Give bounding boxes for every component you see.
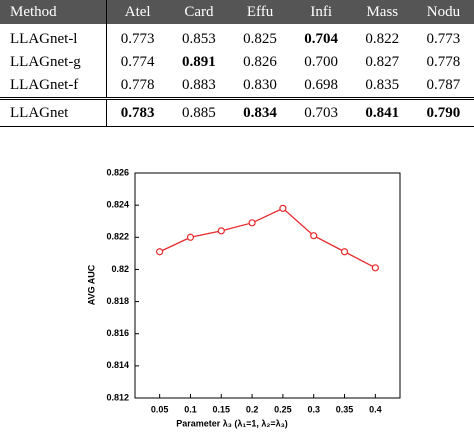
y-axis-label: AVG AUC <box>86 264 96 305</box>
plot-frame <box>134 172 401 399</box>
cell: 0.774 <box>120 54 155 70</box>
header-cell: Infi <box>290 0 352 24</box>
cell: 0.830 <box>243 77 277 93</box>
cell: LLAGnet-g <box>0 51 107 74</box>
cell: 0.773 <box>426 31 461 47</box>
results-table: Method Atel Card Effu Infi Mass Nodu LLA… <box>0 0 474 127</box>
cell: LLAGnet-f <box>0 74 107 99</box>
header-cell: Effu <box>229 0 291 24</box>
x-tick-label: 0.3 <box>307 404 320 414</box>
line <box>159 207 376 269</box>
x-tick-label: 0.05 <box>151 404 169 414</box>
x-tick-label: 0.1 <box>184 404 197 414</box>
cell: 0.773 <box>120 31 155 47</box>
y-tick-label: 0.812 <box>106 392 129 402</box>
cell: 0.826 <box>243 54 277 70</box>
x-tick-label: 0.35 <box>336 404 354 414</box>
cell: 0.827 <box>365 54 400 70</box>
y-tick-label: 0.818 <box>106 296 129 306</box>
cell: 0.835 <box>365 77 400 93</box>
marker <box>310 232 318 240</box>
cell: 0.778 <box>426 54 461 70</box>
cell: 0.703 <box>290 97 352 127</box>
marker <box>186 233 195 241</box>
row: LLAGnet-l 0.773 0.853 0.825 0.704 0.822 … <box>0 24 474 51</box>
marker <box>248 219 256 227</box>
cell: 0.891 <box>182 54 216 70</box>
cell: 0.790 <box>412 97 474 127</box>
cell: 0.885 <box>168 97 230 127</box>
x-axis-label: Parameter λ₃ (λ₁=1, λ₂=λ₃) <box>176 418 288 428</box>
cell: 0.787 <box>426 77 461 93</box>
header-row: Method Atel Card Effu Infi Mass Nodu <box>0 0 474 24</box>
x-tick-label: 0.2 <box>246 404 259 414</box>
cell: 0.853 <box>182 31 216 47</box>
row: LLAGnet-f 0.778 0.883 0.830 0.698 0.835 … <box>0 74 474 99</box>
cell: 0.700 <box>304 54 339 70</box>
marker <box>156 248 164 256</box>
header-cell: Atel <box>106 0 169 24</box>
row: LLAGnet 0.783 0.885 0.834 0.703 0.841 0.… <box>0 97 474 127</box>
cell: 0.834 <box>229 97 291 127</box>
x-tick-label: 0.4 <box>369 404 382 414</box>
y-tick-label: 0.816 <box>106 328 129 338</box>
cell: 0.825 <box>243 31 277 47</box>
marker <box>217 227 225 235</box>
marker <box>340 248 349 256</box>
y-tick-label: 0.814 <box>106 360 129 370</box>
y-tick-label: 0.826 <box>106 167 129 177</box>
cell: 0.783 <box>106 97 169 127</box>
chart: Parameter λ₃ (λ₁=1, λ₂=λ₃) AVG AUC 0.812… <box>86 167 401 428</box>
marker <box>279 204 287 212</box>
x-tick-label: 0.15 <box>213 404 231 414</box>
marker <box>371 264 379 272</box>
y-tick-label: 0.82 <box>111 264 129 274</box>
cell: LLAGnet <box>0 97 107 127</box>
header-cell: Card <box>168 0 230 24</box>
y-tick-label: 0.824 <box>106 200 129 210</box>
cell: 0.698 <box>304 77 339 93</box>
header-cell: Mass <box>351 0 413 24</box>
header-cell: Nodu <box>412 0 474 24</box>
cell: 0.778 <box>120 77 155 93</box>
cell: LLAGnet-l <box>0 24 107 51</box>
cell: 0.883 <box>182 77 216 93</box>
cell: 0.822 <box>365 31 400 47</box>
x-tick-label: 0.25 <box>274 404 292 414</box>
y-tick-label: 0.822 <box>106 232 129 242</box>
cell: 0.841 <box>351 97 413 127</box>
row: LLAGnet-g 0.774 0.891 0.826 0.700 0.827 … <box>0 51 474 74</box>
cell: 0.704 <box>304 31 339 47</box>
header-cell: Method <box>0 0 107 24</box>
